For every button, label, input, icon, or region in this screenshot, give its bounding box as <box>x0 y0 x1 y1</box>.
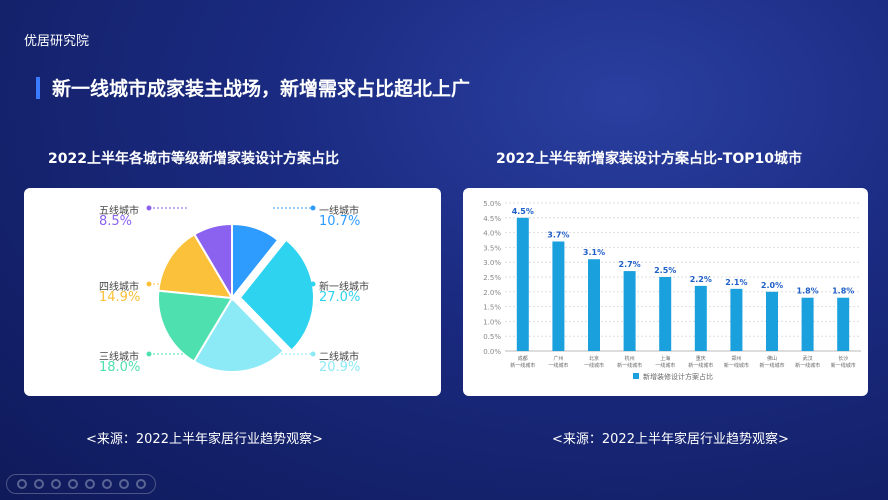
x-tick-label: 新一线城市 <box>831 362 856 369</box>
x-tick-label: 新一线城市 <box>724 362 749 369</box>
pen-icon[interactable] <box>50 479 61 489</box>
pie-slice <box>238 238 315 352</box>
pie-leader-dot <box>310 351 316 357</box>
x-tick-label: 新一线城市 <box>617 362 642 369</box>
bar-source: <来源：2022上半年家居行业趋势观察> <box>552 432 789 447</box>
bar-value-label: 2.2% <box>690 275 712 284</box>
y-tick-label: 4.5% <box>483 215 501 223</box>
x-tick-label: 佛山 <box>767 355 777 362</box>
y-tick-label: 4.0% <box>483 230 501 238</box>
legend-label: 新增装修设计方案占比 <box>643 372 713 381</box>
bar-value-label: 2.7% <box>619 260 641 269</box>
x-tick-label: 北京 <box>589 355 599 362</box>
x-tick-label: 新一线城市 <box>759 362 784 369</box>
screen-icon[interactable] <box>84 479 95 489</box>
title-text: 新一线城市成家装主战场，新增需求占比超北上广 <box>52 78 471 100</box>
bar-value-label: 3.7% <box>547 230 569 239</box>
x-tick-label: 新一线城市 <box>795 362 820 369</box>
bar-value-label: 2.1% <box>725 278 747 287</box>
y-tick-label: 0.5% <box>483 333 501 341</box>
x-tick-label: 新一线城市 <box>688 362 713 369</box>
bar <box>588 259 600 351</box>
x-tick-label: 重庆 <box>696 355 706 362</box>
bar-value-label: 2.0% <box>761 281 783 290</box>
y-tick-label: 5.0% <box>483 200 501 208</box>
y-tick-label: 3.5% <box>483 244 501 252</box>
x-tick-label: 广州 <box>553 355 563 362</box>
y-tick-label: 2.5% <box>483 274 501 282</box>
bar-subtitle: 2022上半年新增家装设计方案占比-TOP10城市 <box>496 151 802 167</box>
bar <box>694 285 707 351</box>
prev-icon[interactable] <box>16 479 27 489</box>
y-tick-label: 1.5% <box>483 304 501 312</box>
bar <box>766 291 778 351</box>
pie-leader-dot <box>310 281 316 287</box>
pie-percent: 8.5% <box>99 214 133 229</box>
next-icon[interactable] <box>33 479 44 489</box>
bar <box>516 217 529 351</box>
pie-slice <box>157 232 234 300</box>
pie-label: 三线城市 <box>99 352 139 363</box>
comment-icon[interactable] <box>101 479 112 489</box>
pie-percent: 27.0% <box>319 290 361 305</box>
bar-card: 0.0% 0.5% 1.0% 1.5% 2.0% 2.5% 3.0% 3.5% 4.0% 4.5%… <box>463 188 868 396</box>
x-tick-label: 一线城市 <box>584 362 604 369</box>
x-tick-label: 长沙 <box>838 355 848 362</box>
presentation-toolbar <box>6 474 156 494</box>
x-tick-label: 一线城市 <box>655 362 675 369</box>
pie-label: 新一线城市 <box>319 282 369 293</box>
bar-chart: 0.0% 0.5% 1.0% 1.5% 2.0% 2.5% 3.0% 3.5% 4.0% 4.5%… <box>483 200 861 381</box>
x-tick-label: 武汉 <box>803 355 813 362</box>
title-accent <box>36 76 40 99</box>
legend-swatch <box>633 373 639 379</box>
y-tick-label: 1.0% <box>483 318 501 326</box>
bar <box>623 271 636 351</box>
pie-slice <box>192 222 233 302</box>
bar <box>659 277 672 351</box>
pie-slice <box>157 289 234 363</box>
pie-subtitle: 2022上半年各城市等级新增家装设计方案占比 <box>48 151 339 167</box>
pie-leader-dot <box>310 205 316 211</box>
pie-chart <box>146 205 316 373</box>
x-tick-label: 新一线城市 <box>510 362 535 369</box>
bar-value-label: 1.8% <box>832 287 854 296</box>
pie-label: 五线城市 <box>99 206 139 217</box>
x-tick-label: 郑州 <box>731 355 741 362</box>
x-tick-label: 上海 <box>660 355 670 362</box>
bar <box>552 241 565 351</box>
pie-source: <来源：2022上半年家居行业趋势观察> <box>86 432 323 447</box>
y-tick-label: 0.0% <box>483 348 501 356</box>
bar-value-label: 3.1% <box>583 248 605 257</box>
y-tick-label: 2.0% <box>483 289 501 297</box>
pie-label: 一线城市 <box>319 206 359 217</box>
bar <box>730 288 743 351</box>
bar-value-label: 4.5% <box>512 207 534 216</box>
pie-percent: 14.9% <box>99 290 141 305</box>
pie-percent: 20.9% <box>319 360 361 375</box>
x-tick-label: 杭州 <box>625 355 635 362</box>
pie-label: 二线城市 <box>319 352 359 363</box>
pie-percent: 10.7% <box>319 214 361 229</box>
bar <box>801 297 814 351</box>
bar <box>837 297 850 351</box>
pie-label: 四线城市 <box>99 282 139 293</box>
bar-value-label: 2.5% <box>654 266 676 275</box>
x-tick-label: 成都 <box>518 355 528 362</box>
pie-card: 一线城市 10.7% 新一线城市 27.0% 二线城市 20.9% 三线城市 18.0% 四线城… <box>24 188 441 396</box>
x-tick-label: 一线城市 <box>548 362 568 369</box>
pie-percent: 18.0% <box>99 360 141 375</box>
laser-icon[interactable] <box>67 479 78 489</box>
logo: 优居研究院 <box>24 34 90 49</box>
y-tick-label: 3.0% <box>483 259 501 267</box>
zoom-icon[interactable] <box>135 479 146 489</box>
more-icon[interactable] <box>118 479 129 489</box>
page-title: 新一线城市成家装主战场，新增需求占比超北上广 <box>36 74 470 101</box>
pie-slice <box>192 296 286 373</box>
bar-value-label: 1.8% <box>797 287 819 296</box>
